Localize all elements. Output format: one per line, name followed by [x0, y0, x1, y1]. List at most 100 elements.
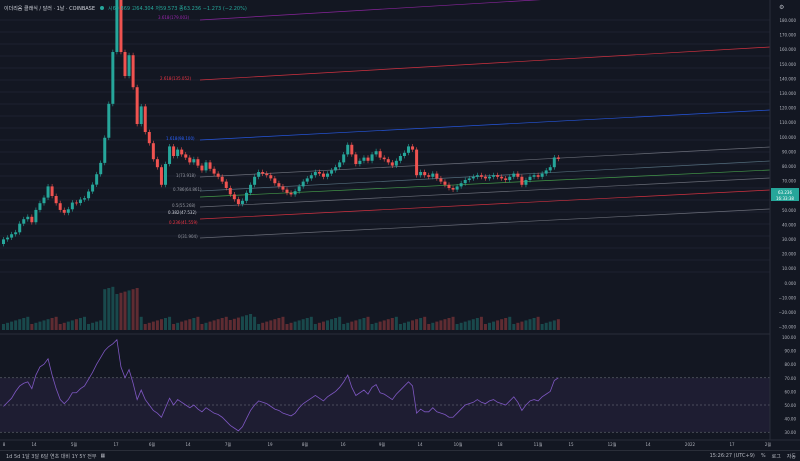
candle-body [249, 184, 253, 193]
volume-bar [236, 317, 240, 330]
volume-bar [374, 322, 378, 330]
chart-header: 이더리움 클래식 / 달러 · 1날 · COINBASE 시60.869 고6… [4, 2, 247, 14]
time-tick-label: 14 [185, 442, 191, 447]
time-tick-label: 17 [113, 442, 119, 447]
candle-body [419, 172, 423, 176]
candle-body [155, 159, 159, 168]
volume-bar [435, 321, 439, 330]
volume-bar [524, 320, 528, 330]
price-tick-label: 40.000 [782, 222, 796, 227]
volume-bar [14, 320, 18, 330]
volume-bar [188, 319, 192, 330]
volume-bar [66, 321, 70, 330]
fib-line [199, 0, 542, 21]
log-toggle[interactable]: 로그 [771, 453, 781, 460]
volume-bar [6, 322, 10, 330]
candle-body [91, 184, 95, 192]
candle-body [159, 167, 163, 185]
volume-bar [204, 322, 208, 330]
candle-body [253, 176, 257, 185]
candle-body [467, 178, 471, 180]
volume-bar [358, 319, 362, 330]
candle-body [265, 173, 269, 176]
candle-body [54, 196, 58, 204]
candle-body [192, 159, 196, 163]
candle-body [520, 176, 524, 185]
candle-body [26, 216, 30, 220]
candle-body [492, 175, 496, 177]
volume-bar [305, 318, 309, 330]
rsi-tick-label: 90.00 [785, 349, 797, 354]
candle-body [164, 164, 167, 185]
time-tick-label: 14 [417, 442, 423, 447]
candle-body [240, 200, 244, 204]
timeframe-buttons[interactable]: 1d 5d 1달 3달 6달 연초 대비 1Y 5Y 전부 [6, 453, 97, 460]
candle-body [309, 175, 313, 179]
volume-bar [431, 322, 435, 330]
calendar-icon[interactable]: ▦ [100, 453, 106, 459]
volume-bar [42, 320, 46, 330]
candle-body [342, 154, 346, 163]
countdown-label: 16:33:38 [776, 196, 794, 201]
candle-body [398, 156, 402, 161]
candle-body [326, 173, 329, 177]
auto-toggle[interactable]: 자동 [786, 453, 796, 460]
price-axis[interactable] [770, 0, 800, 450]
volume-bar [471, 319, 475, 330]
candle-body [212, 168, 216, 174]
gear-icon[interactable]: ⚙ [779, 4, 785, 11]
candle-body [313, 172, 317, 176]
time-tick-label: 11월 [534, 441, 543, 447]
volume-bar [467, 320, 471, 330]
price-tick-label: 20.000 [782, 252, 796, 257]
candle-body [479, 175, 483, 177]
percent-toggle[interactable]: % [760, 452, 766, 459]
candle-body [127, 55, 131, 76]
price-tick-label: 100.000 [779, 135, 796, 140]
volume-bar [508, 316, 512, 330]
price-tick-label: 170.000 [779, 33, 796, 38]
volume-bar [151, 321, 155, 330]
bottom-toolbar: 1d 5d 1달 3달 6달 연초 대비 1Y 5Y 전부 ▦ 15:26:27… [0, 450, 800, 461]
time-tick-label: 6월 [149, 441, 156, 447]
fib-line [199, 46, 771, 81]
volume-bar [147, 322, 151, 330]
candle-body [176, 149, 180, 156]
candle-body [200, 165, 204, 171]
price-tick-label: 90.000 [782, 149, 796, 154]
volume-bar [334, 318, 338, 330]
price-tick-label: 130.000 [779, 91, 796, 96]
volume-bar [74, 319, 78, 330]
volume-bar [30, 324, 34, 330]
time-tick-label: 14 [31, 442, 37, 447]
clock-readout[interactable]: 15:26:27 (UTC+9) [709, 452, 755, 459]
volume-bar [261, 322, 265, 330]
candle-body [103, 137, 107, 163]
candle-body [321, 173, 325, 177]
candle-body [386, 159, 390, 163]
volume-bar [439, 320, 443, 330]
bottom-right-controls: 15:26:27 (UTC+9) % 로그 자동 [710, 453, 796, 460]
volume-bar [139, 316, 143, 330]
price-tick-label: 150.000 [779, 62, 796, 67]
candle-body [350, 144, 354, 155]
candle-body [119, 0, 123, 52]
time-tick-label: 2월 [765, 441, 772, 447]
candle-body [447, 184, 451, 188]
candle-body [293, 191, 297, 195]
volume-bar [265, 321, 269, 330]
candle-body [338, 162, 342, 168]
volume-bar [309, 316, 313, 330]
price-tick-label: 120.000 [779, 106, 796, 111]
symbol-title[interactable]: 이더리움 클래식 / 달러 · 1날 · COINBASE [4, 5, 95, 12]
price-tick-label: 70.000 [782, 179, 796, 184]
volume-bar [245, 315, 248, 330]
volume-bar [483, 324, 487, 330]
volume-bar [500, 319, 504, 330]
candle-body [143, 106, 147, 132]
candle-body [362, 157, 366, 161]
fib-line [199, 169, 771, 198]
time-tick-label: 2022 [685, 442, 696, 447]
candle-body [289, 192, 293, 195]
